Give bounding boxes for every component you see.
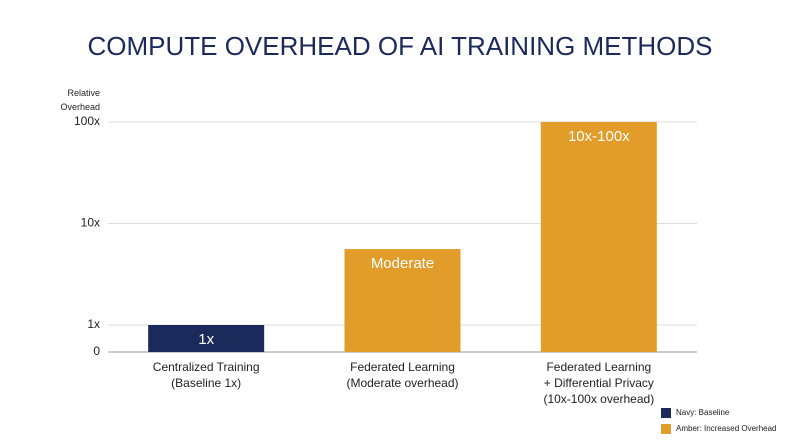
- bar: [540, 122, 657, 352]
- bar-value-label: 1x: [198, 331, 214, 348]
- bar-value-label: Moderate: [371, 255, 434, 272]
- x-tick-label: Federated Learning (Moderate overhead): [346, 360, 458, 390]
- legend-label: Navy: Baseline: [676, 408, 730, 417]
- bar-value-label: 10x-100x: [568, 128, 630, 145]
- y-tick-label: 1x: [87, 317, 100, 331]
- y-axis-label: Relative Overhead: [60, 88, 100, 112]
- legend-swatch: [661, 424, 671, 434]
- y-tick-label: 100x: [74, 114, 100, 128]
- bar: [148, 325, 265, 352]
- x-tick-label: Centralized Training (Baseline 1x): [153, 360, 260, 390]
- chart-title: COMPUTE OVERHEAD OF AI TRAINING METHODS: [87, 31, 712, 61]
- legend-swatch: [661, 408, 671, 418]
- x-tick-label: Federated Learning + Differential Privacy…: [543, 360, 654, 406]
- bar: [344, 249, 461, 352]
- legend-label: Amber: Increased Overhead: [676, 424, 777, 433]
- y-tick-label: 0: [93, 344, 100, 358]
- y-tick-label: 10x: [81, 216, 100, 230]
